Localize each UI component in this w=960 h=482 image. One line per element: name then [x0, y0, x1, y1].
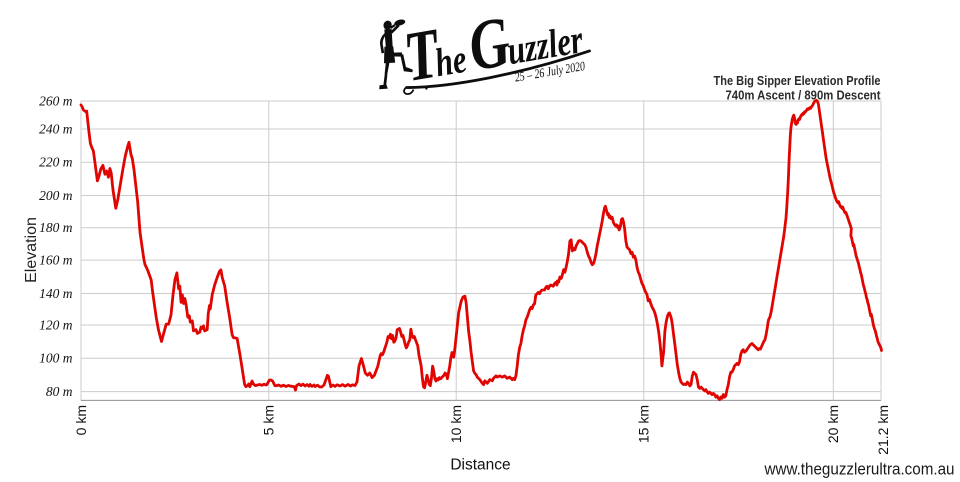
- svg-text:80 m: 80 m: [46, 384, 73, 399]
- svg-text:100 m: 100 m: [39, 351, 73, 366]
- svg-text:www.theguzzlerultra.com.au: www.theguzzlerultra.com.au: [764, 460, 955, 478]
- svg-text:5 km: 5 km: [261, 405, 277, 435]
- svg-text:740m Ascent / 890m Descent: 740m Ascent / 890m Descent: [726, 88, 882, 103]
- svg-text:200 m: 200 m: [39, 188, 73, 203]
- svg-text:0 km: 0 km: [73, 405, 89, 435]
- svg-text:The Big Sipper Elevation Profi: The Big Sipper Elevation Profile: [714, 73, 881, 88]
- svg-text:160 m: 160 m: [39, 253, 73, 268]
- svg-text:15 km: 15 km: [636, 405, 652, 443]
- svg-text:Elevation: Elevation: [23, 217, 40, 283]
- svg-text:220 m: 220 m: [39, 155, 73, 170]
- svg-text:10 km: 10 km: [448, 405, 464, 443]
- svg-text:Distance: Distance: [450, 457, 510, 474]
- svg-text:20 km: 20 km: [825, 405, 841, 443]
- svg-text:180 m: 180 m: [39, 220, 73, 235]
- svg-text:120 m: 120 m: [39, 318, 73, 333]
- svg-text:260 m: 260 m: [39, 94, 73, 109]
- svg-text:240 m: 240 m: [39, 122, 73, 137]
- svg-text:21.2 km: 21.2 km: [875, 405, 891, 455]
- svg-text:140 m: 140 m: [39, 286, 73, 301]
